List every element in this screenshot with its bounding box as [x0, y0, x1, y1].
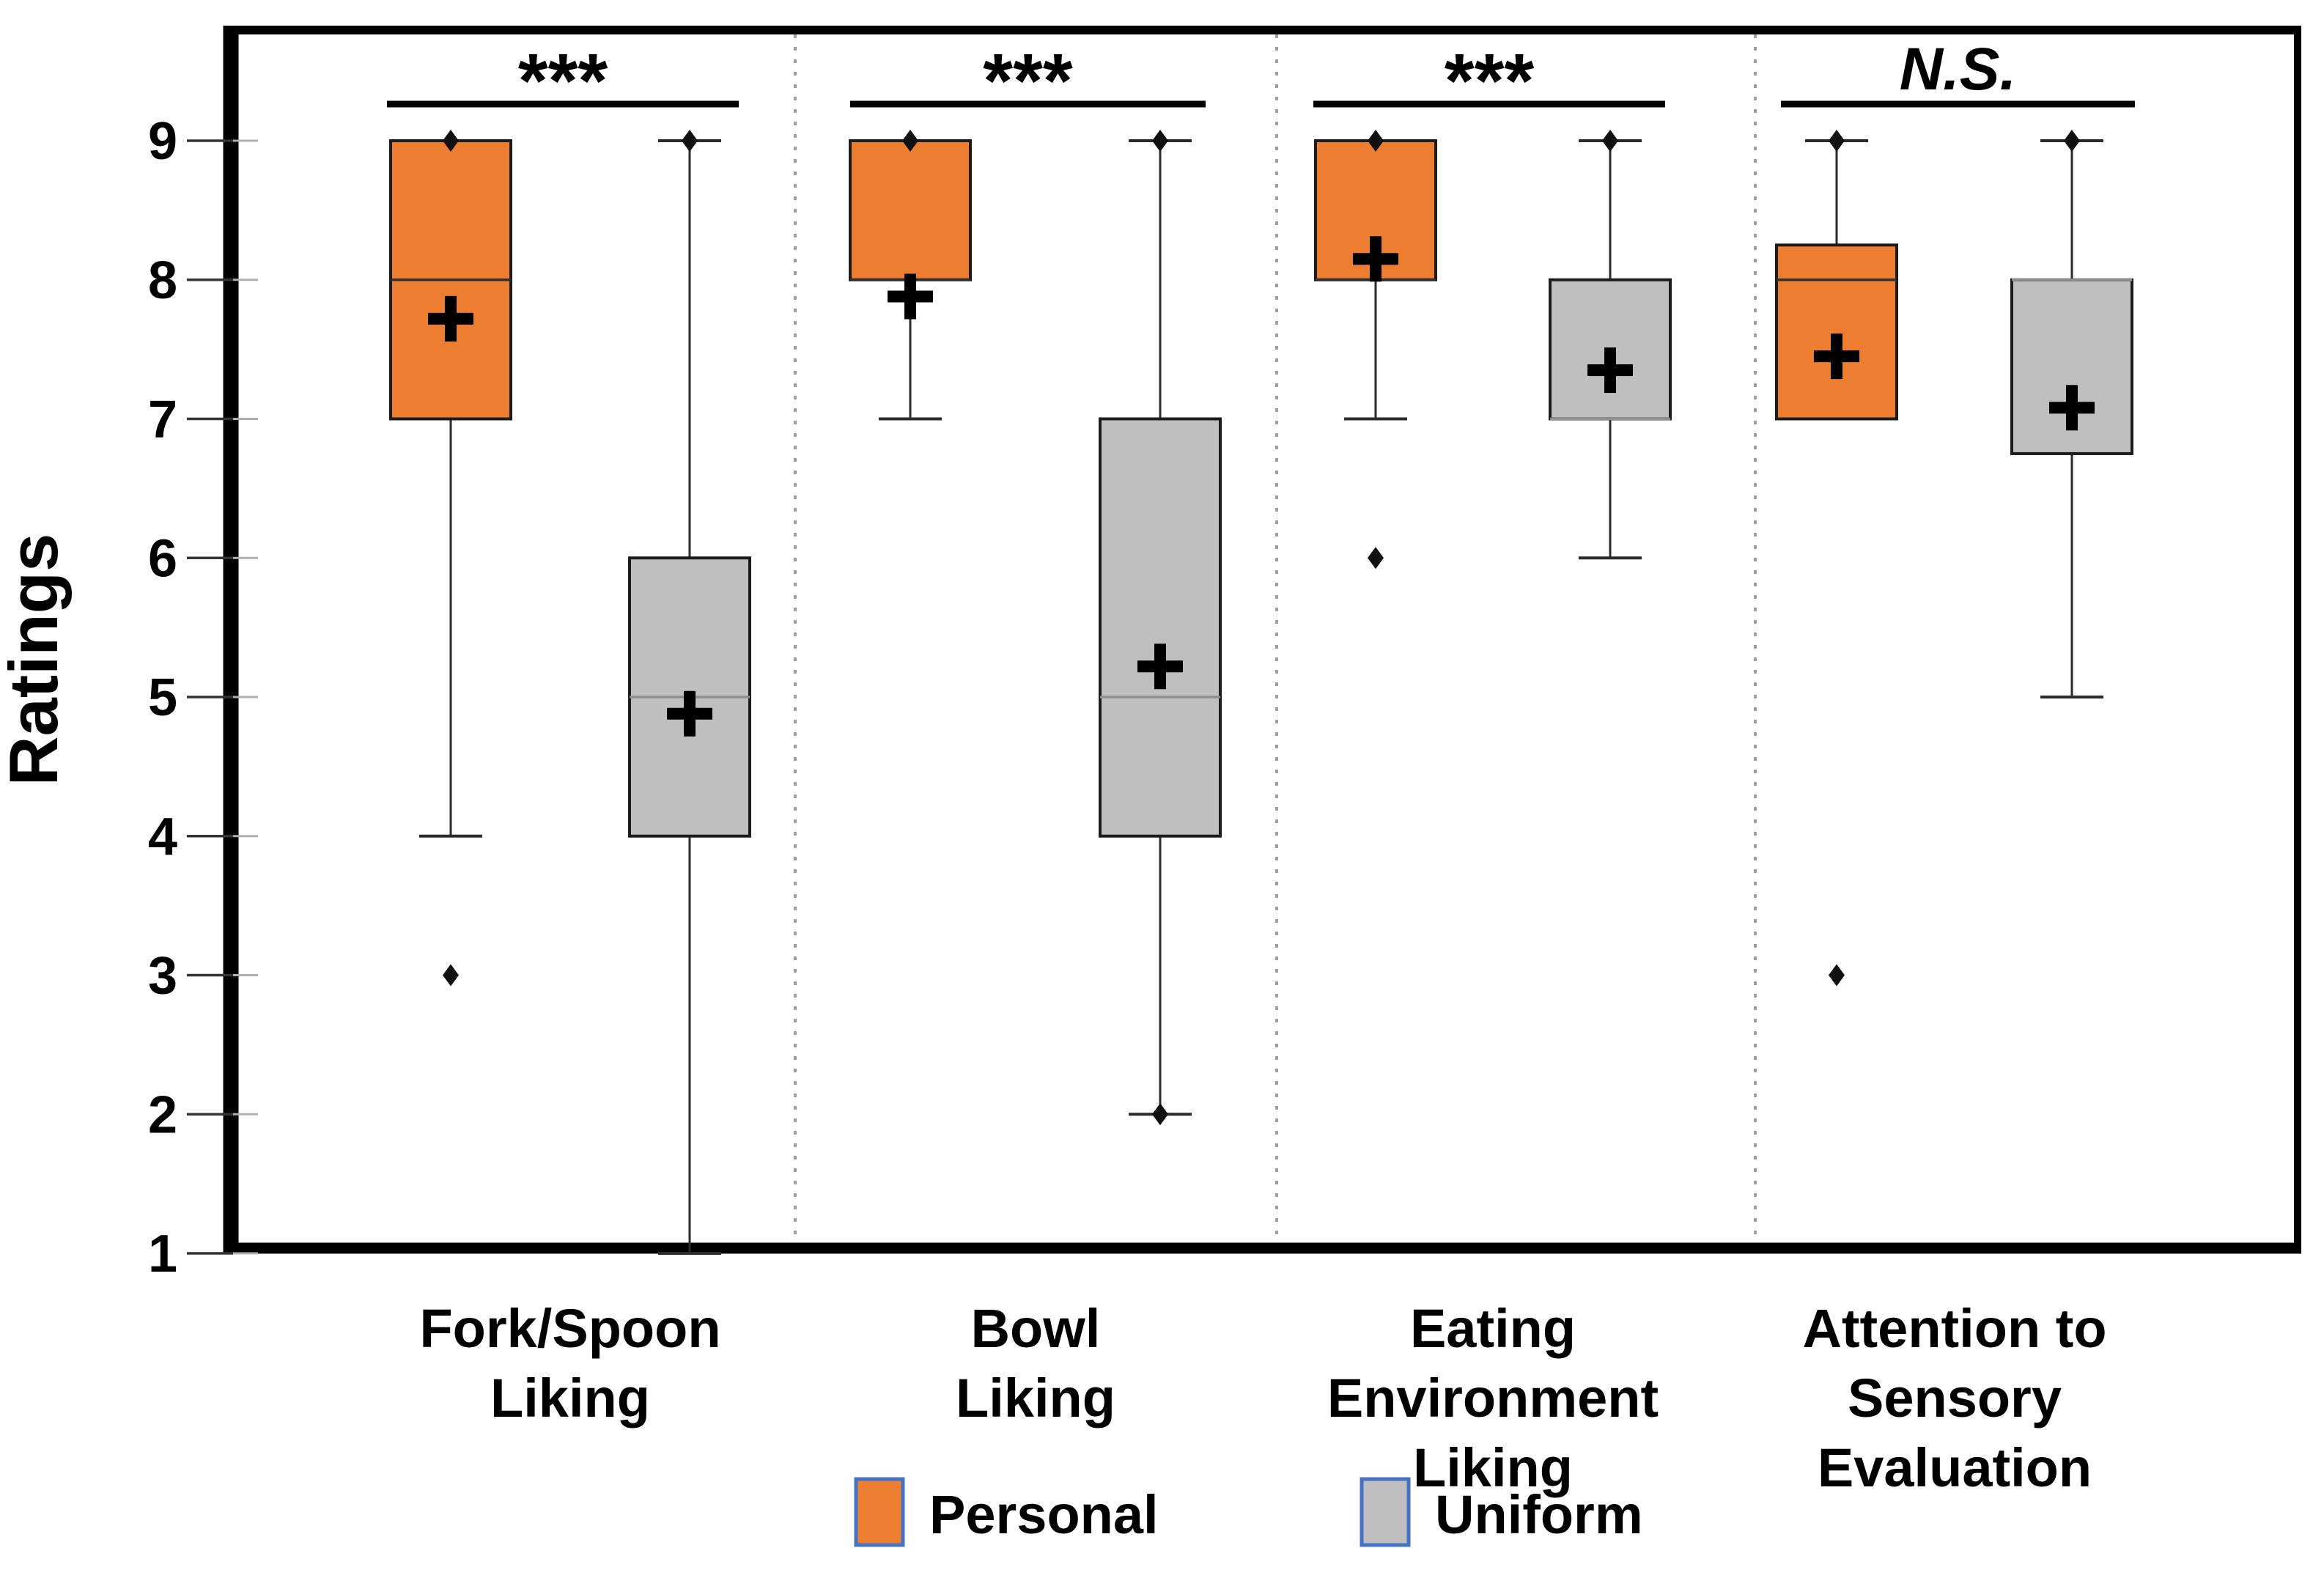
box-uniform-fork-spoon-liking [628, 130, 751, 1255]
extreme-point [1152, 130, 1168, 152]
x-axis-label-line: Liking [956, 1368, 1115, 1428]
y-tick-label: 8 [148, 251, 177, 310]
y-tick-label: 9 [148, 112, 177, 171]
mean-marker [1154, 644, 1166, 690]
extreme-point [1602, 130, 1618, 152]
group-attention-to-sensory-evaluation: N.S. Attention to Sensory Evaluation [1775, 36, 2135, 1498]
significance-label: N.S. [1900, 36, 2016, 103]
legend: Personal Uniform [854, 1477, 1643, 1547]
y-axis-title: Ratings [0, 534, 72, 786]
plot-frame [223, 26, 2301, 1254]
x-axis-label-line: Sensory [1848, 1368, 2062, 1428]
group-bowl-liking: *** Bowl Liking [849, 38, 1222, 1428]
y-tick-label: 5 [148, 668, 177, 727]
outlier-point [1829, 964, 1845, 987]
mean-marker [684, 690, 696, 737]
iqr-box [849, 139, 972, 281]
x-axis-label-line: Attention to [1802, 1298, 2106, 1359]
legend-label-personal: Personal [929, 1484, 1159, 1545]
extreme-point [1152, 1103, 1168, 1126]
box-uniform-eating-environment-liking [1549, 130, 1672, 560]
box-personal-eating-environment-liking [1314, 130, 1437, 569]
box-uniform-attention-to-sensory-evaluation [2010, 130, 2133, 698]
y-tick-label: 4 [148, 808, 177, 866]
y-tick-label: 2 [148, 1085, 177, 1144]
x-axis-label-line: Eating [1410, 1298, 1576, 1359]
x-axis-label-line: Bowl [971, 1298, 1101, 1359]
box-personal-fork-spoon-liking [389, 130, 512, 987]
y-tick-label: 3 [148, 947, 177, 1006]
mean-marker [445, 295, 457, 342]
x-axis-label-line: Liking [490, 1368, 650, 1428]
extreme-point [682, 130, 698, 152]
legend-swatch-uniform [1360, 1477, 1411, 1547]
x-axis-label-line: Liking [1413, 1437, 1573, 1498]
extreme-point [1368, 130, 1384, 152]
y-tick-label: 6 [148, 529, 177, 588]
legend-swatch-personal [854, 1477, 905, 1547]
y-tick-label: 7 [148, 391, 177, 449]
mean-marker [1604, 347, 1616, 394]
mean-marker [2066, 385, 2078, 431]
mean-marker [1831, 333, 1842, 380]
significance-label: *** [983, 38, 1073, 124]
x-axis-label-line: Environment [1327, 1368, 1659, 1428]
legend-label-uniform: Uniform [1435, 1484, 1643, 1545]
legend-item-personal: Personal [854, 1477, 1159, 1547]
significance-label: *** [1445, 38, 1535, 124]
outlier-point [1368, 547, 1384, 569]
mean-marker [1370, 236, 1382, 282]
box-personal-attention-to-sensory-evaluation [1775, 130, 1898, 987]
group-separators [794, 34, 1757, 1249]
x-axis-label-line: Evaluation [1818, 1437, 2092, 1498]
iqr-box [1775, 243, 1898, 421]
box-uniform-bowl-liking [1099, 130, 1222, 1126]
y-axis: 1 2 3 4 5 6 7 8 9 [148, 112, 258, 1283]
group-eating-environment-liking: *** Eating Environment Liking [1313, 38, 1672, 1498]
y-tick-label: 1 [148, 1225, 177, 1283]
group-fork-spoon-liking: *** Fork/Spoon Liking [387, 38, 751, 1428]
legend-item-uniform: Uniform [1360, 1477, 1643, 1547]
extreme-point [1829, 130, 1845, 152]
box-personal-bowl-liking [849, 130, 972, 421]
iqr-box [1099, 417, 1222, 838]
extreme-point [2064, 130, 2080, 152]
significance-label: *** [518, 38, 608, 124]
extreme-point [902, 130, 918, 152]
outlier-point [443, 964, 459, 987]
x-axis-label-line: Fork/Spoon [419, 1298, 720, 1359]
extreme-point [443, 130, 459, 152]
mean-marker [904, 273, 916, 320]
